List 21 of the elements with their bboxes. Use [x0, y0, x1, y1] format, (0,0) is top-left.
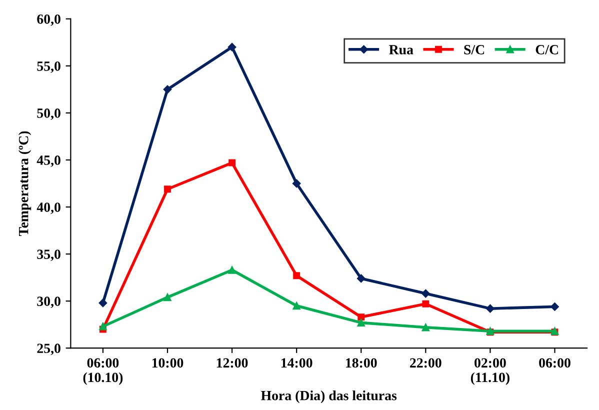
- legend-label: Rua: [389, 45, 414, 54]
- y-tick-label: 60,0: [37, 14, 60, 26]
- y-tick-label: 30,0: [37, 296, 60, 308]
- y-tick-label: 40,0: [36, 202, 60, 214]
- legend-label: C/C: [536, 45, 558, 54]
- x-tick-label: 06:00 (10.10): [83, 358, 123, 385]
- x-tick-label: 02:00 (11.10): [470, 358, 510, 385]
- x-tick-label: 10:00: [152, 358, 184, 368]
- y-axis-title: Temperatura (ºC): [18, 131, 32, 236]
- y-tick-label: 55,0: [37, 61, 60, 73]
- y-tick-label: 25,0: [37, 344, 60, 356]
- legend-label: S/C: [464, 45, 484, 54]
- y-tick-label: 45,0: [36, 156, 60, 167]
- y-tick-label: 50,0: [37, 108, 60, 120]
- x-tick-label: 06:00: [539, 358, 570, 368]
- y-tick-label: 35,0: [37, 250, 60, 261]
- x-tick-label: 14:00: [281, 358, 312, 368]
- x-axis-title: Hora (Dia) das leituras: [261, 390, 397, 404]
- x-tick-label: 12:00: [216, 358, 248, 368]
- x-tick-label: 22:00: [410, 358, 442, 368]
- x-tick-label: 18:00: [346, 358, 377, 368]
